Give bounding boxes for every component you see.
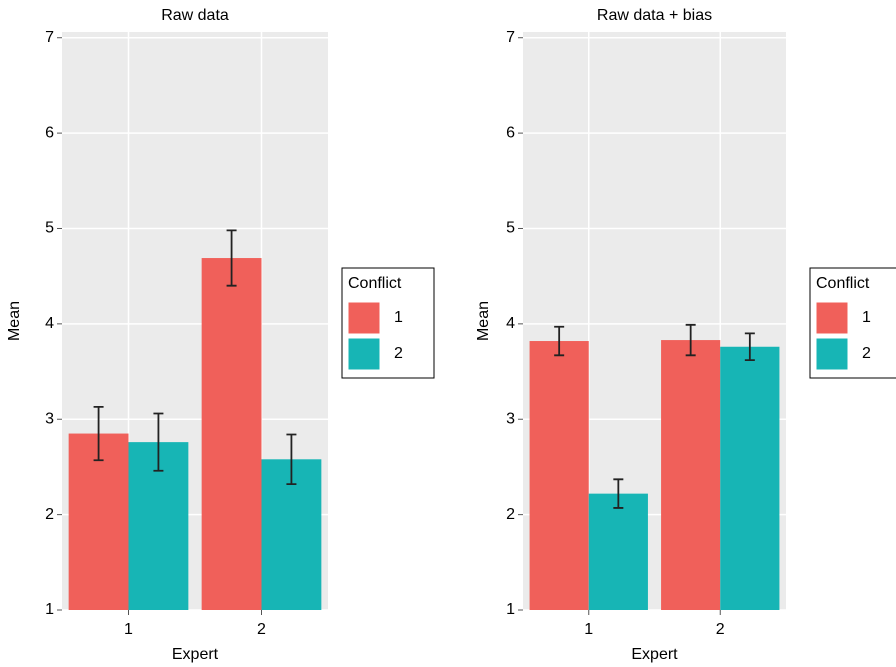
error-bar xyxy=(153,412,164,472)
y-tick-label: 7 xyxy=(506,29,515,46)
error-bar xyxy=(554,325,565,357)
x-tick-label: 1 xyxy=(124,621,133,638)
legend-label: 2 xyxy=(862,345,871,362)
legend-title: Conflict xyxy=(348,275,402,292)
y-tick-label: 3 xyxy=(506,410,515,427)
error-bar xyxy=(744,332,755,362)
y-tick-label: 1 xyxy=(506,601,515,618)
error-bar xyxy=(685,323,696,357)
y-tick-label: 6 xyxy=(506,124,515,141)
y-tick-label: 5 xyxy=(45,220,54,237)
y-tick-label: 2 xyxy=(45,506,54,523)
x-tick-label: 2 xyxy=(257,621,266,638)
y-tick-label: 5 xyxy=(506,220,515,237)
bar xyxy=(661,340,721,610)
y-tick-label: 7 xyxy=(45,29,54,46)
y-axis-title: Mean xyxy=(475,301,492,341)
bar xyxy=(588,493,648,610)
x-axis-title: Expert xyxy=(631,646,678,663)
legend-key xyxy=(347,337,381,371)
x-axis-title: Expert xyxy=(172,646,219,663)
y-tick-label: 4 xyxy=(45,315,54,332)
y-axis-title: Mean xyxy=(6,301,23,341)
x-tick-label: 1 xyxy=(584,621,593,638)
legend-key xyxy=(815,337,849,371)
error-bar xyxy=(286,433,297,485)
y-tick-label: 4 xyxy=(506,315,515,332)
legend-title: Conflict xyxy=(816,275,870,292)
chart-title: Raw data xyxy=(161,7,229,24)
error-bar xyxy=(93,405,104,462)
bar xyxy=(201,258,262,610)
y-tick-label: 2 xyxy=(506,506,515,523)
bar xyxy=(529,341,589,610)
legend-key xyxy=(815,301,849,335)
legend-label: 1 xyxy=(394,309,403,326)
y-tick-label: 3 xyxy=(45,410,54,427)
bar xyxy=(720,346,780,610)
legend-label: 1 xyxy=(862,309,871,326)
error-bar xyxy=(613,478,624,509)
chart-title: Raw data + bias xyxy=(597,7,712,24)
error-bar xyxy=(226,229,237,287)
y-tick-label: 1 xyxy=(45,601,54,618)
y-tick-label: 6 xyxy=(45,124,54,141)
legend-key xyxy=(347,301,381,335)
bar xyxy=(68,433,129,610)
x-tick-label: 2 xyxy=(716,621,725,638)
legend-label: 2 xyxy=(394,345,403,362)
